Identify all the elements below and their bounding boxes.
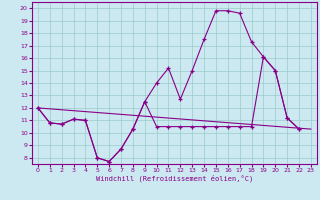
X-axis label: Windchill (Refroidissement éolien,°C): Windchill (Refroidissement éolien,°C): [96, 175, 253, 182]
